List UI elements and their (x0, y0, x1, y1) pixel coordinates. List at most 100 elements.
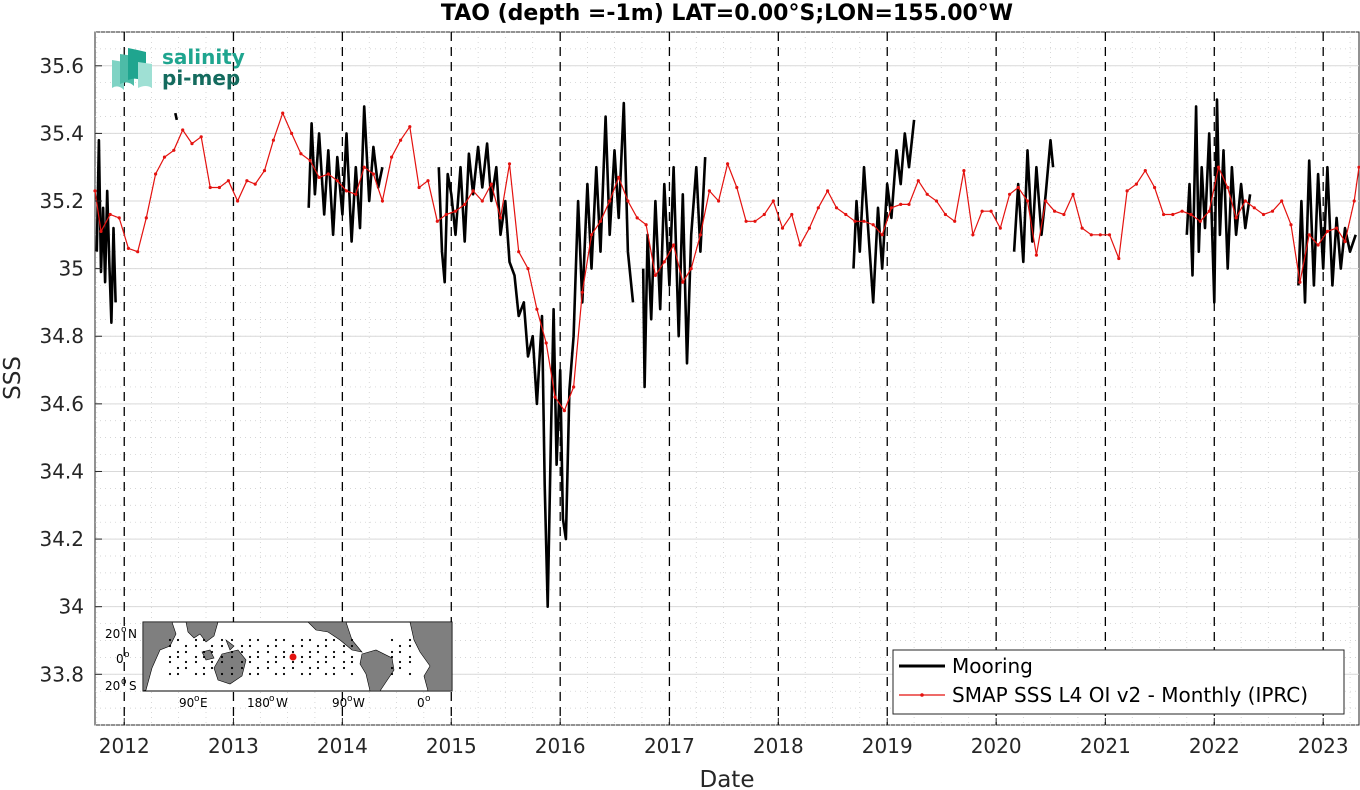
smap-point (1053, 209, 1057, 213)
mooring-line-segment (307, 105, 384, 243)
smap-point (453, 209, 458, 213)
smap-point (471, 189, 475, 193)
inset-mooring-dot (282, 666, 286, 670)
smap-point (1171, 212, 1175, 217)
smap-point (943, 212, 948, 217)
smap-point (998, 226, 1002, 230)
smap-point (962, 169, 966, 173)
smap-point (390, 155, 394, 159)
inset-mooring-dot (248, 672, 252, 676)
smap-point (626, 199, 630, 203)
inset-mooring-dot (274, 655, 278, 659)
smap-point (589, 233, 594, 237)
inset-mooring-dot (256, 672, 260, 676)
x-axis-ticks: 2012 2013 2014 2015 2016 2017 2018 2019 2020 2021… (99, 718, 1349, 758)
legend: Mooring SMAP SSS L4 OI v2 - Monthly (IPR… (892, 649, 1345, 715)
mooring-line-segment (1297, 159, 1357, 304)
inset-mooring-dot (230, 672, 234, 676)
smap-point (399, 138, 403, 142)
inset-degree-3: o (121, 677, 127, 687)
y-tick-label: 35.4 (39, 121, 84, 145)
smap-point (1062, 212, 1066, 217)
smap-point (1243, 199, 1247, 203)
inset-mooring-dot (176, 638, 180, 642)
x-tick-label: 2019 (862, 734, 913, 758)
legend-mooring-label: Mooring (952, 654, 1033, 678)
smap-point (1307, 233, 1311, 237)
smap-point (371, 172, 375, 176)
smap-point (1180, 209, 1184, 213)
smap-point (1357, 165, 1360, 169)
smap-point (853, 219, 857, 223)
inset-selected-mooring-marker (289, 653, 297, 661)
inset-mooring-dot (408, 655, 412, 659)
smap-point (236, 199, 240, 203)
smap-point (1071, 192, 1075, 196)
inset-mooring-dot (316, 660, 320, 664)
inset-degree-7: o (425, 694, 431, 704)
inset-degree-4: o (194, 694, 200, 704)
inset-mooring-dot (240, 666, 244, 670)
inset-mooring-dot (210, 644, 214, 648)
inset-mooring-dot (332, 666, 336, 670)
smap-point (698, 233, 703, 237)
smap-point (208, 185, 212, 190)
smap-point (271, 138, 275, 142)
smap-point (689, 267, 693, 271)
smap-point (1261, 212, 1266, 217)
mooring-line-segment (641, 157, 707, 389)
x-axis-label: Date (700, 767, 755, 790)
inset-lon-w2: W (353, 696, 365, 710)
smap-point (1335, 226, 1339, 230)
smap-point (172, 148, 176, 152)
smap-point (707, 189, 712, 193)
inset-mooring-dot (324, 660, 328, 664)
smap-point (144, 216, 148, 220)
smap-point (971, 233, 975, 237)
smap-point (889, 206, 894, 210)
smap-point (834, 206, 839, 210)
inset-mooring-dot (350, 638, 354, 642)
smap-point (93, 189, 97, 193)
smap-point (426, 179, 430, 183)
smap-point (1343, 240, 1347, 244)
smap-point (1252, 206, 1256, 210)
smap-point (726, 162, 730, 166)
smap-point (762, 212, 766, 217)
smap-point (299, 152, 303, 156)
inset-mooring-dot (408, 638, 412, 642)
smap-point (1289, 223, 1293, 227)
smap-point (1352, 199, 1356, 203)
mooring-line-segment (437, 101, 635, 608)
x-tick-label: 2017 (644, 734, 695, 758)
smap-point (717, 199, 721, 203)
smap-point (1080, 226, 1084, 230)
salinity-pi-mep-logo: salinity pi-mep (112, 45, 245, 90)
inset-degree-6: o (347, 694, 353, 704)
inset-mooring-dot (176, 650, 180, 654)
smap-point (608, 199, 612, 203)
legend-smap-label: SMAP SSS L4 OI v2 - Monthly (IPRC) (952, 683, 1308, 707)
smap-point (317, 175, 321, 179)
inset-mooring-dot (194, 672, 198, 676)
smap-point (1025, 199, 1030, 203)
plot-area: 2012 2013 2014 2015 2016 2017 2018 2019 2020 2021… (39, 31, 1360, 758)
smap-point (899, 202, 903, 206)
major-grid (95, 65, 1359, 675)
smap-point (934, 199, 939, 203)
smap-point (880, 233, 884, 237)
inset-mooring-dot (390, 672, 394, 676)
smap-point (1016, 185, 1020, 190)
inset-mooring-dot (324, 644, 328, 648)
inset-mooring-dot (240, 660, 244, 664)
inset-map: 20 o N 0 o 20 o S 90 o E 180 o W 90 o W … (105, 621, 453, 710)
inset-mooring-dot (308, 672, 312, 676)
inset-mooring-dot (256, 638, 260, 642)
inset-mooring-dot (210, 650, 214, 654)
inset-lat-0: 0 (116, 652, 124, 666)
smap-point (771, 199, 775, 203)
inset-mooring-dot (230, 655, 234, 659)
smap-point (744, 219, 748, 223)
smap-point (798, 243, 802, 247)
